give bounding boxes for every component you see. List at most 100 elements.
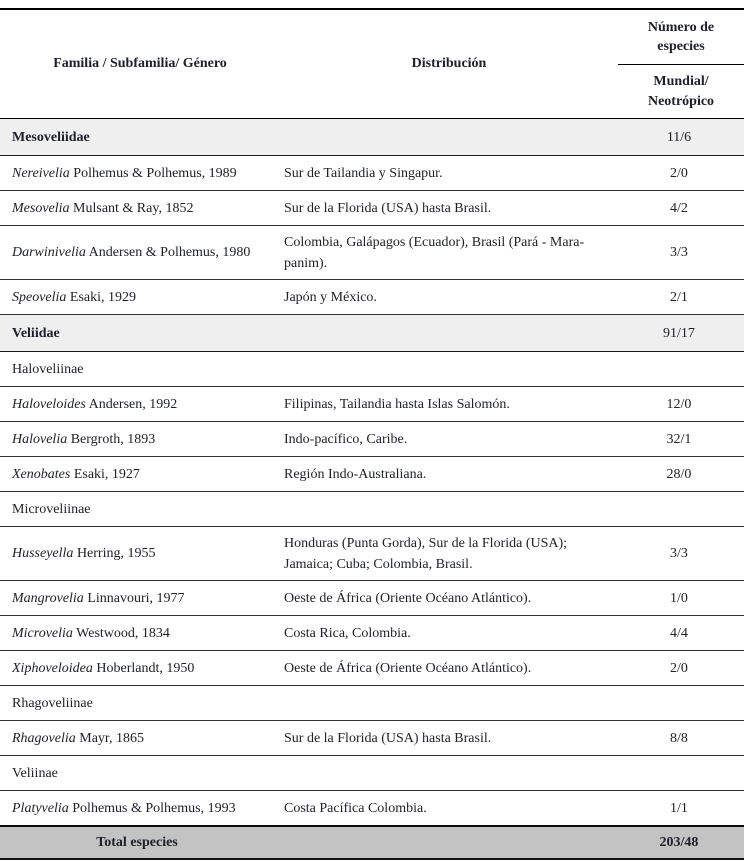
species-count-cell: 2/0 xyxy=(670,165,688,181)
distribution-cell: Sur de la Florida (USA) hasta Brasil. xyxy=(284,730,492,746)
col-header-numero-especies: Número de especies Mundial/ Neotrópico xyxy=(618,9,744,119)
genus-name-cell: Halovelia Bergroth, 1893 xyxy=(12,431,156,447)
species-count-cell: 1/0 xyxy=(670,590,688,606)
genus-name: Microvelia xyxy=(12,625,73,641)
species-table: Familia / Subfamilia/ Género Distribució… xyxy=(0,8,744,860)
genus-name: Halovelia xyxy=(12,431,68,447)
species-count-cell: 3/3 xyxy=(670,245,688,261)
table-body: Mesoveliidae 11/6 Nereivelia Polhemus & Po… xyxy=(0,118,744,859)
table-row-genus: Xenobates Esaki, 1927 Región Indo-Austral… xyxy=(0,457,744,492)
distribution-cell: Costa Pacífica Colombia. xyxy=(284,800,427,816)
genus-name-cell: Platyvelia Polhemus & Polhemus, 1993 xyxy=(12,800,236,816)
species-count-cell: 32/1 xyxy=(666,431,692,447)
genus-name-cell: Xenobates Esaki, 1927 xyxy=(12,466,140,482)
distribution-cell xyxy=(280,492,618,527)
genus-name: Xenobates xyxy=(12,466,71,482)
genus-name-cell: Speovelia Esaki, 1929 xyxy=(12,289,137,305)
species-count-cell xyxy=(618,352,744,387)
table-row-genus: Darwinivelia Andersen & Polhemus, 1980 Co… xyxy=(0,226,744,280)
col-header-distribucion: Distribución xyxy=(411,56,487,72)
total-name-cell: Total especies xyxy=(96,834,178,850)
species-count-cell: 2/1 xyxy=(670,289,688,305)
genus-name: Xiphoveloidea xyxy=(12,660,93,676)
genus-name: Speovelia xyxy=(12,289,67,305)
distribution-cell: Indo-pacífico, Caribe. xyxy=(284,431,408,447)
distribution-cell: Sur de Tailandia y Singapur. xyxy=(284,165,443,181)
species-count-cell: 3/3 xyxy=(670,546,688,562)
distribution-cell: Costa Rica, Colombia. xyxy=(284,625,411,641)
distribution-cell: Sur de la Florida (USA) hasta Brasil. xyxy=(284,200,492,216)
genus-name: Nereivelia xyxy=(12,165,70,181)
genus-name-cell: Mesovelia Mulsant & Ray, 1852 xyxy=(12,200,194,216)
table-row-genus: Microvelia Westwood, 1834 Costa Rica, Col… xyxy=(0,616,744,651)
family-name-cell: Veliidae xyxy=(12,325,60,341)
subfamily-name-cell: Rhagoveliinae xyxy=(12,695,93,711)
species-count-cell xyxy=(618,756,744,791)
species-count-cell: 91/17 xyxy=(663,325,695,341)
genus-name-cell: Haloveloides Andersen, 1992 xyxy=(12,396,178,412)
table-row-subfamily: Haloveliinae xyxy=(0,352,744,387)
table-row-genus: Xiphoveloidea Hoberlandt, 1950 Oeste de Á… xyxy=(0,651,744,686)
distribution-cell xyxy=(280,756,618,791)
subfamily-name-cell: Microveliinae xyxy=(12,501,91,517)
table-row-subfamily: Microveliinae xyxy=(0,492,744,527)
table-header: Familia / Subfamilia/ Género Distribució… xyxy=(0,9,744,119)
distribution-cell xyxy=(280,315,618,352)
genus-name-cell: Rhagovelia Mayr, 1865 xyxy=(12,730,145,746)
distribution-cell: Región Indo-Australiana. xyxy=(284,466,427,482)
species-count-cell: 8/8 xyxy=(670,730,688,746)
table-row-genus: Nereivelia Polhemus & Polhemus, 1989 Sur … xyxy=(0,156,744,191)
species-count-cell: 12/0 xyxy=(666,396,692,412)
genus-name-cell: Microvelia Westwood, 1834 xyxy=(12,625,170,641)
subfamily-name-cell: Haloveliinae xyxy=(12,361,84,377)
genus-name: Platyvelia xyxy=(12,800,69,816)
header-mundial-neotropico-label: Mundial/ Neotrópico xyxy=(647,73,715,110)
distribution-cell xyxy=(280,686,618,721)
genus-name: Husseyella xyxy=(12,546,74,562)
distribution-cell: Oeste de África (Oriente Océano Atlántic… xyxy=(284,660,532,676)
col-header-familia: Familia / Subfamilia/ Género xyxy=(53,56,227,72)
genus-name: Darwinivelia xyxy=(12,245,86,261)
distribution-cell: Japón y México. xyxy=(284,289,377,305)
distribution-cell: Honduras (Punta Gorda), Sur de la Florid… xyxy=(284,535,568,572)
genus-name-cell: Nereivelia Polhemus & Polhemus, 1989 xyxy=(12,165,237,181)
species-count-cell: 4/4 xyxy=(670,625,688,641)
species-count-cell: 1/1 xyxy=(670,800,688,816)
subfamily-name-cell: Veliinae xyxy=(12,765,58,781)
genus-name-cell: Xiphoveloidea Hoberlandt, 1950 xyxy=(12,660,195,676)
table-row-family: Mesoveliidae 11/6 xyxy=(0,118,744,156)
table-row-genus: Haloveloides Andersen, 1992 Filipinas, Ta… xyxy=(0,387,744,422)
table-row-family: Veliidae 91/17 xyxy=(0,314,744,352)
distribution-cell: Filipinas, Tailandia hasta Islas Salomón… xyxy=(284,396,510,412)
species-count-cell: 203/48 xyxy=(659,834,699,850)
genus-name-cell: Mangrovelia Linnavouri, 1977 xyxy=(12,590,185,606)
distribution-cell xyxy=(280,119,618,156)
genus-name: Haloveloides xyxy=(12,396,86,412)
species-count-cell: 2/0 xyxy=(670,660,688,676)
table-row-subfamily: Rhagoveliinae xyxy=(0,686,744,721)
table-row-subfamily: Veliinae xyxy=(0,756,744,791)
table-row-genus: Mesovelia Mulsant & Ray, 1852 Sur de la F… xyxy=(0,191,744,226)
genus-name: Mangrovelia xyxy=(12,590,84,606)
species-count-cell: 11/6 xyxy=(666,129,692,145)
table-row-genus: Platyvelia Polhemus & Polhemus, 1993 Cost… xyxy=(0,791,744,826)
genus-name: Mesovelia xyxy=(12,200,70,216)
distribution-cell: Oeste de África (Oriente Océano Atlántic… xyxy=(284,590,532,606)
distribution-cell xyxy=(280,826,618,859)
genus-name: Rhagovelia xyxy=(12,730,76,746)
species-count-cell: 28/0 xyxy=(666,466,692,482)
genus-name-cell: Husseyella Herring, 1955 xyxy=(12,546,156,562)
table-row-genus: Speovelia Esaki, 1929 Japón y México. 2/1 xyxy=(0,280,744,315)
distribution-cell xyxy=(280,352,618,387)
genus-name-cell: Darwinivelia Andersen & Polhemus, 1980 xyxy=(12,245,251,261)
distribution-cell: Colombia, Galápagos (Ecuador), Brasil (P… xyxy=(284,234,585,271)
table-row-total: Total especies 203/48 xyxy=(0,825,744,859)
species-count-cell xyxy=(618,492,744,527)
family-name-cell: Mesoveliidae xyxy=(12,129,90,145)
species-count-cell xyxy=(618,686,744,721)
table-row-genus: Mangrovelia Linnavouri, 1977 Oeste de Áfr… xyxy=(0,581,744,616)
header-numero-especies-label: Número de especies xyxy=(618,10,744,65)
header-row: Familia / Subfamilia/ Género Distribució… xyxy=(0,9,744,119)
table-row-genus: Halovelia Bergroth, 1893 Indo-pacífico, C… xyxy=(0,422,744,457)
